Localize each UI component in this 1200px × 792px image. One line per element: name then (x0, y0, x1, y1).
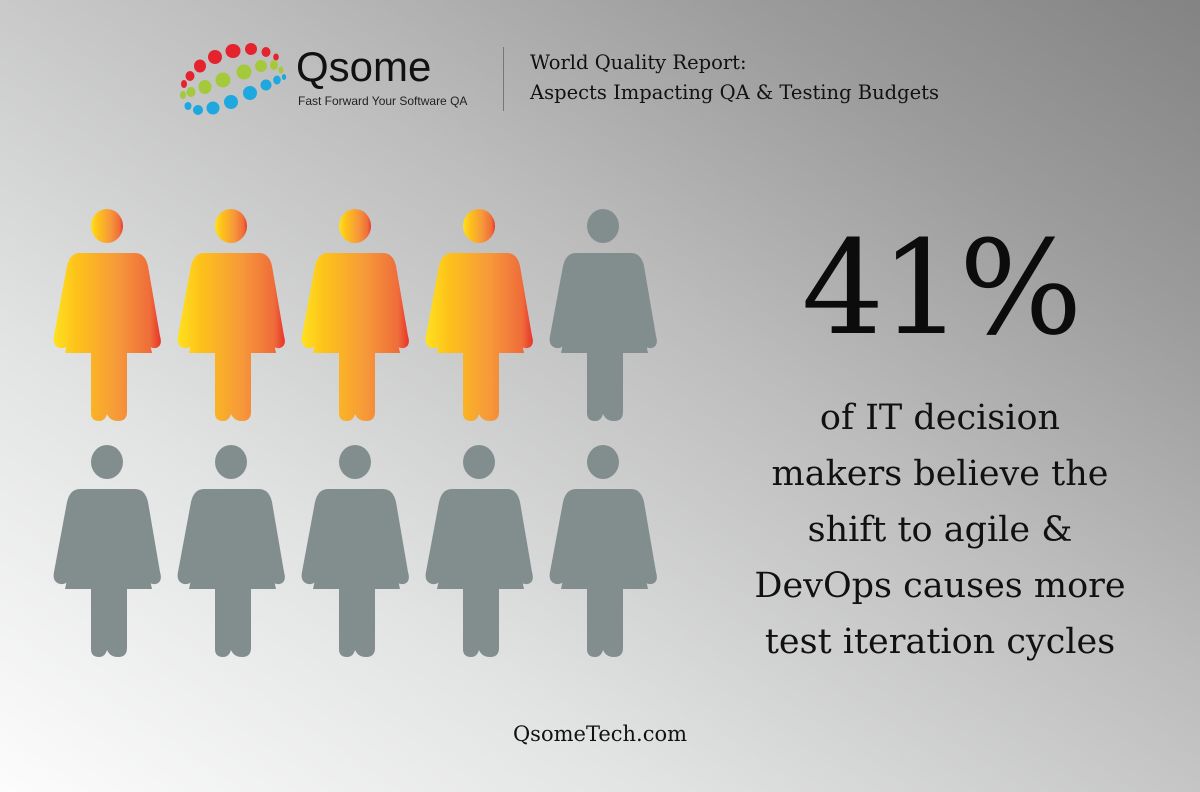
brand-tagline: Fast Forward Your Software QA (298, 94, 468, 108)
brand-name: Qsome (296, 43, 432, 90)
report-title-line1: World Quality Report: (530, 51, 747, 74)
woman-icon-inactive (52, 444, 162, 660)
stat-percentage: 41% (801, 212, 1083, 364)
report-title: World Quality Report: Aspects Impacting … (530, 48, 939, 108)
header-divider (503, 47, 504, 111)
stat-description: of IT decision makers believe the shift … (720, 390, 1160, 670)
stat-description-line: of IT decision (819, 398, 1061, 438)
woman-icon-inactive (424, 444, 534, 660)
stat-description-line: shift to agile & (807, 510, 1073, 550)
stat-description-line: test iteration cycles (764, 622, 1116, 662)
footer-website-link[interactable]: QsomeTech.com (512, 722, 688, 746)
woman-icon-highlighted (424, 208, 534, 424)
woman-icon-inactive (176, 444, 286, 660)
woman-icon-highlighted (52, 208, 162, 424)
woman-icon-highlighted (176, 208, 286, 424)
stat-description-line: makers believe the (771, 454, 1109, 494)
report-title-line2: Aspects Impacting QA & Testing Budgets (530, 81, 940, 104)
logo-dots-icon (180, 43, 287, 115)
woman-icon-inactive (548, 208, 658, 424)
woman-icon-inactive (300, 444, 410, 660)
qsome-logo: Qsome Fast Forward Your Software QA (178, 42, 488, 118)
stat-description-line: DevOps causes more (754, 566, 1126, 606)
pictogram-grid (52, 208, 672, 668)
woman-icon-highlighted (300, 208, 410, 424)
woman-icon-inactive (548, 444, 658, 660)
